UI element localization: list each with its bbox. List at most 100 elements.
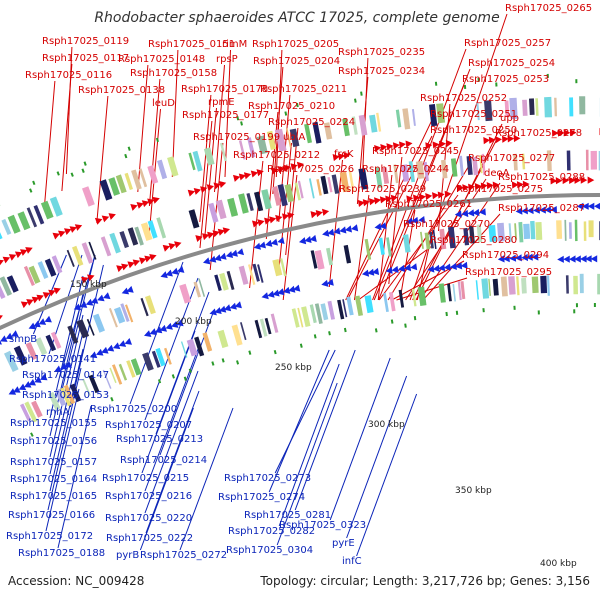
feature-block	[337, 299, 345, 320]
gene-label-plus: rpsP	[216, 54, 238, 65]
gene-arrow	[11, 330, 19, 337]
label-connector	[328, 159, 343, 288]
feature-block	[0, 276, 12, 296]
label-connector	[32, 254, 67, 335]
gene-label-plus: Rsph17025_0235	[338, 47, 425, 58]
gene-arrow	[550, 206, 557, 214]
gene-arrow	[432, 192, 439, 200]
gene-arrow	[154, 326, 163, 334]
feature-block	[194, 336, 205, 357]
feature-block	[155, 347, 166, 367]
gene-label-minus: pyrB	[116, 550, 139, 561]
gene-arrow	[223, 304, 232, 312]
feature-block	[522, 99, 528, 116]
feature-block	[108, 307, 118, 328]
label-connector	[199, 94, 212, 223]
gene-label-minus: rnhA	[46, 407, 70, 418]
feature-block	[246, 193, 254, 211]
feature-block	[429, 231, 434, 249]
gene-arrow	[385, 195, 393, 203]
feature-block	[4, 350, 19, 372]
gene-arrow	[368, 198, 376, 206]
gene-arrow	[392, 142, 400, 150]
gene-label-minus: Rsph17025_0214	[120, 455, 207, 466]
green-tick	[110, 397, 114, 402]
gene-arrow	[207, 231, 215, 239]
gene-arrow	[509, 254, 517, 262]
feature-block	[192, 150, 203, 172]
green-tick	[360, 91, 363, 96]
feature-block	[142, 352, 154, 371]
gene-arrow	[283, 286, 291, 294]
gene-label-plus: ubiA	[283, 132, 305, 143]
gene-arrow	[574, 255, 581, 263]
label-connector	[274, 349, 336, 474]
feature-block	[479, 154, 483, 174]
gene-label-plus: rpmE	[208, 97, 235, 108]
feature-block	[564, 219, 567, 241]
label-connector	[419, 182, 501, 301]
gene-arrow	[202, 233, 210, 241]
gene-arrow	[418, 216, 426, 224]
feature-block	[26, 207, 38, 228]
gene-arrow	[233, 174, 241, 182]
gene-label-minus: Rsph17025_0153	[22, 390, 109, 401]
green-tick	[236, 360, 240, 365]
gene-arrow	[60, 363, 68, 370]
gene-arrow	[425, 142, 433, 150]
gene-arrow	[444, 190, 452, 198]
tick-marks	[0, 73, 596, 437]
gene-arrow	[585, 255, 592, 263]
feature-block	[546, 150, 552, 172]
feature-block	[497, 222, 505, 242]
feature-block	[401, 164, 410, 182]
feature-block	[438, 283, 446, 303]
label-connector	[43, 80, 56, 209]
gene-arrow	[322, 229, 330, 237]
feature-block	[566, 150, 571, 171]
gene-arrow	[106, 344, 115, 352]
gene-arrow	[8, 388, 17, 395]
gene-arrow	[374, 197, 382, 205]
feature-block	[92, 313, 105, 333]
gene-arrow	[101, 346, 109, 354]
gene-arrow	[42, 292, 51, 299]
gene-arrow	[322, 208, 330, 216]
feature-block	[266, 130, 277, 150]
feature-block	[167, 156, 179, 177]
feature-block	[310, 250, 318, 269]
gene-arrow	[214, 307, 222, 314]
label-connector	[278, 142, 292, 271]
feature-block	[411, 109, 416, 126]
feature-block	[518, 221, 524, 243]
gene-arrow	[299, 237, 307, 245]
feature-block	[294, 182, 301, 201]
feature-block	[469, 225, 475, 244]
gene-arrow	[28, 379, 36, 386]
feature-block	[358, 114, 368, 136]
feature-block	[102, 369, 112, 389]
gene-arrow	[511, 181, 519, 189]
gene-arrow	[277, 166, 285, 173]
gene-arrow	[8, 254, 17, 261]
gene-arrow	[563, 129, 571, 137]
label-connector	[145, 390, 200, 534]
gene-arrow	[108, 213, 116, 220]
gene-arrow	[136, 202, 144, 209]
gene-arrow	[94, 217, 103, 225]
kbp-scale: 150 kbp 200 kbp 250 kbp 300 kbp 350 kbp 400 k…	[70, 280, 577, 569]
gene-arrow	[176, 319, 184, 327]
feature-block	[238, 265, 249, 285]
feature-block	[0, 284, 6, 299]
label-connector	[49, 331, 84, 475]
gene-label-plus: Rsph17025_0239	[339, 184, 426, 195]
gene-arrow	[20, 249, 28, 256]
feature-block	[521, 153, 526, 170]
gene-arrow	[539, 206, 546, 214]
gene-arrow	[252, 220, 260, 228]
label-connector	[179, 407, 234, 551]
feature-block	[40, 200, 54, 220]
green-tick	[299, 343, 303, 348]
feature-block	[274, 128, 287, 152]
